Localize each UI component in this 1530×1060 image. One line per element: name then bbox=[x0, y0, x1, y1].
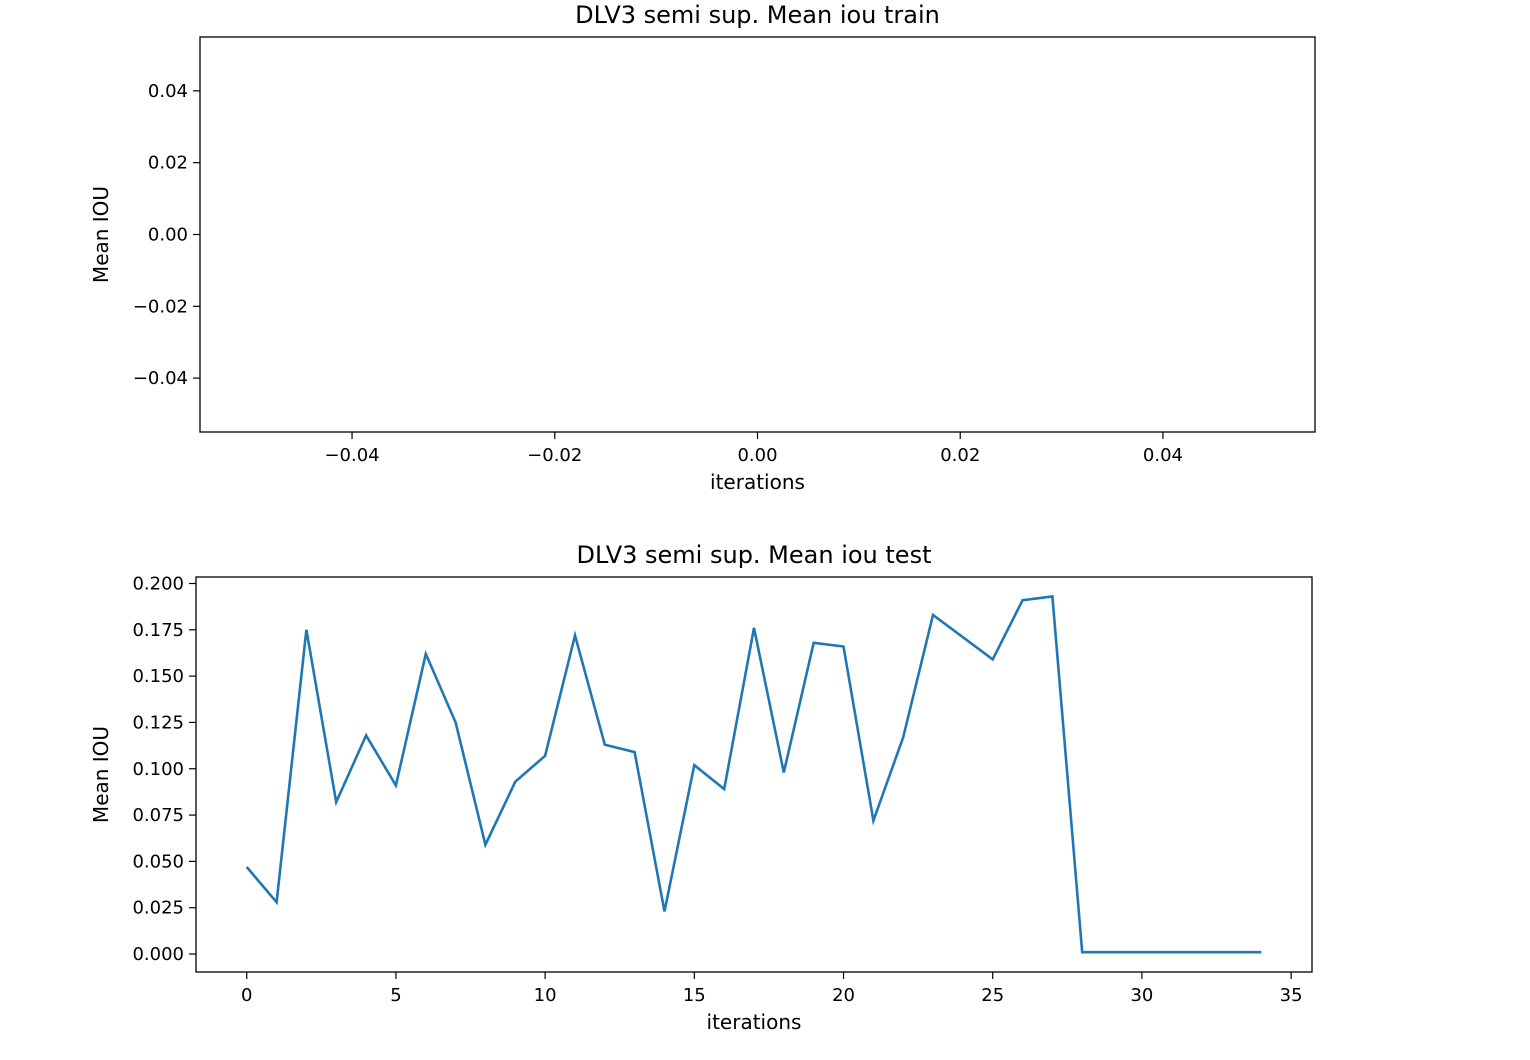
train-y-tick-label: 0.02 bbox=[148, 153, 188, 174]
test-x-tick-label: 20 bbox=[832, 985, 855, 1006]
test-chart-marks: 0 5 10 15 20 25 30 35 0.200 0.175 0.150 0.125 0.100 0… bbox=[132, 573, 1302, 1006]
test-x-tick-label: 5 bbox=[390, 985, 401, 1006]
train-x-tick-label: 0.04 bbox=[1143, 445, 1183, 466]
test-x-tick-label: 30 bbox=[1130, 985, 1153, 1006]
test-series-line bbox=[245, 595, 1262, 954]
test-y-tick-label: 0.075 bbox=[132, 805, 184, 826]
train-chart: DLV3 semi sup. Mean iou train iterations… bbox=[89, 1, 1316, 494]
test-y-tick-label: 0.175 bbox=[132, 620, 184, 641]
train-x-tick-label: 0.02 bbox=[940, 445, 980, 466]
test-chart: DLV3 semi sup. Mean iou test iterations … bbox=[89, 541, 1313, 1034]
test-x-tick-label: 35 bbox=[1280, 985, 1303, 1006]
test-y-tick-label: 0.200 bbox=[132, 573, 184, 594]
test-y-tick-label: 0.125 bbox=[132, 712, 184, 733]
test-y-tick-label: 0.025 bbox=[132, 898, 184, 919]
test-x-axis-label: iterations bbox=[707, 1010, 802, 1034]
test-y-tick-label: 0.150 bbox=[132, 666, 184, 687]
train-x-tick-label: −0.02 bbox=[527, 445, 582, 466]
test-x-tick-label: 25 bbox=[981, 985, 1004, 1006]
test-x-tick-label: 10 bbox=[534, 985, 557, 1006]
train-chart-marks: −0.04 −0.02 0.00 0.02 0.04 0.04 0.02 0.00 −0.02 −… bbox=[133, 81, 1183, 466]
train-x-tick-label: −0.04 bbox=[324, 445, 379, 466]
train-chart-title: DLV3 semi sup. Mean iou train bbox=[575, 1, 940, 29]
train-y-tick-label: 0.04 bbox=[148, 81, 188, 102]
train-x-axis-label: iterations bbox=[710, 470, 805, 494]
test-x-tick-label: 0 bbox=[241, 985, 252, 1006]
test-y-tick-label: 0.000 bbox=[132, 944, 184, 965]
test-y-tick-label: 0.100 bbox=[132, 759, 184, 780]
train-plot-frame bbox=[199, 36, 1316, 433]
test-plot-frame bbox=[195, 576, 1313, 973]
test-chart-title: DLV3 semi sup. Mean iou test bbox=[577, 541, 932, 569]
train-y-tick-label: 0.00 bbox=[148, 225, 188, 246]
train-y-tick-label: −0.04 bbox=[133, 368, 188, 389]
test-y-axis-label: Mean IOU bbox=[89, 726, 113, 823]
train-x-tick-label: 0.00 bbox=[737, 445, 777, 466]
test-y-tick-label: 0.050 bbox=[132, 851, 184, 872]
train-y-tick-label: −0.02 bbox=[133, 296, 188, 317]
train-y-axis-label: Mean IOU bbox=[89, 186, 113, 283]
test-x-tick-label: 15 bbox=[683, 985, 706, 1006]
